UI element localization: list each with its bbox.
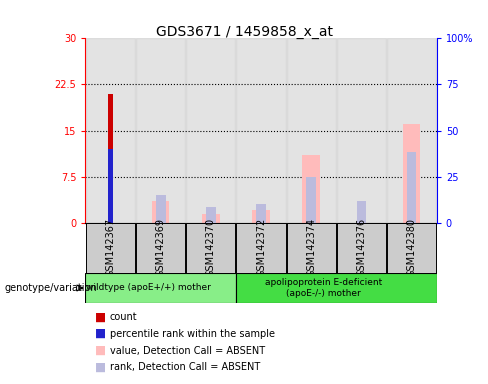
Bar bbox=[108, 149, 113, 223]
Bar bbox=[407, 152, 416, 223]
Bar bbox=[108, 94, 113, 223]
Text: GSM142372: GSM142372 bbox=[256, 218, 266, 277]
Bar bbox=[237, 38, 285, 223]
Text: GSM142376: GSM142376 bbox=[356, 218, 366, 277]
FancyBboxPatch shape bbox=[86, 223, 135, 273]
FancyBboxPatch shape bbox=[237, 223, 285, 273]
Text: GSM142367: GSM142367 bbox=[105, 218, 116, 277]
Bar bbox=[206, 207, 216, 223]
Text: value, Detection Call = ABSENT: value, Detection Call = ABSENT bbox=[110, 346, 265, 356]
Bar bbox=[403, 124, 421, 223]
Text: apolipoprotein E-deficient
(apoE-/-) mother: apolipoprotein E-deficient (apoE-/-) mot… bbox=[265, 278, 383, 298]
Text: ■: ■ bbox=[95, 310, 106, 323]
Text: ■: ■ bbox=[95, 361, 106, 374]
FancyBboxPatch shape bbox=[136, 223, 185, 273]
Bar bbox=[303, 155, 320, 223]
Bar bbox=[136, 38, 185, 223]
Bar bbox=[252, 210, 270, 223]
FancyBboxPatch shape bbox=[236, 273, 437, 303]
Text: percentile rank within the sample: percentile rank within the sample bbox=[110, 329, 275, 339]
Bar bbox=[337, 38, 386, 223]
Bar bbox=[256, 204, 266, 223]
Text: wildtype (apoE+/+) mother: wildtype (apoE+/+) mother bbox=[86, 283, 211, 293]
Text: GSM142380: GSM142380 bbox=[407, 218, 417, 277]
Bar bbox=[202, 214, 220, 223]
Text: GDS3671 / 1459858_x_at: GDS3671 / 1459858_x_at bbox=[156, 25, 332, 39]
Bar bbox=[357, 201, 366, 223]
Bar bbox=[186, 38, 236, 223]
Text: GSM142374: GSM142374 bbox=[306, 218, 316, 277]
Bar bbox=[286, 38, 336, 223]
Text: GSM142369: GSM142369 bbox=[156, 218, 166, 277]
FancyBboxPatch shape bbox=[286, 223, 336, 273]
Text: genotype/variation: genotype/variation bbox=[5, 283, 98, 293]
Text: ■: ■ bbox=[95, 327, 106, 340]
Text: rank, Detection Call = ABSENT: rank, Detection Call = ABSENT bbox=[110, 362, 260, 372]
Bar bbox=[387, 38, 436, 223]
Bar bbox=[152, 201, 169, 223]
Bar bbox=[156, 195, 165, 223]
Bar bbox=[306, 177, 316, 223]
FancyBboxPatch shape bbox=[186, 223, 236, 273]
FancyBboxPatch shape bbox=[337, 223, 386, 273]
Text: ■: ■ bbox=[95, 344, 106, 357]
Text: GSM142370: GSM142370 bbox=[206, 218, 216, 277]
Text: count: count bbox=[110, 312, 138, 322]
FancyBboxPatch shape bbox=[387, 223, 436, 273]
FancyBboxPatch shape bbox=[85, 273, 236, 303]
Bar bbox=[86, 38, 135, 223]
